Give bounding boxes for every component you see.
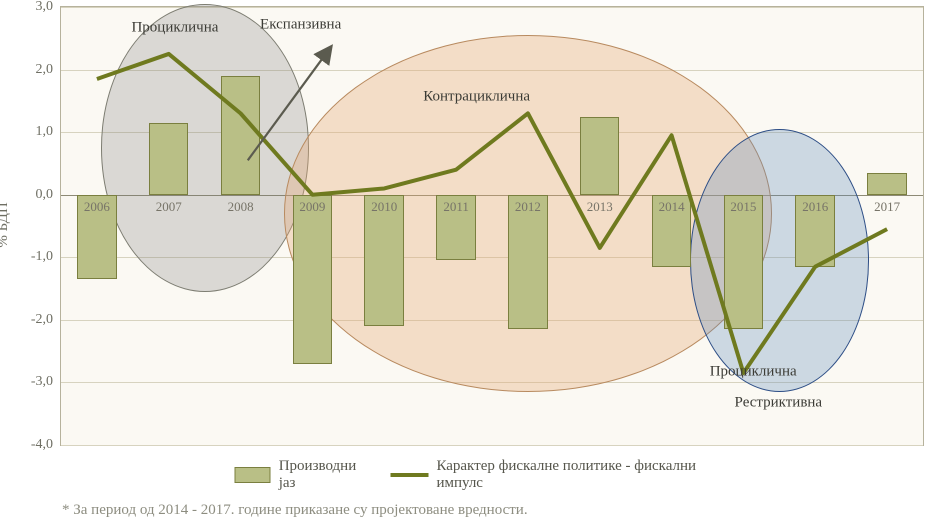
xlabel-2015: 2015 (730, 199, 756, 215)
xlabel-2011: 2011 (443, 199, 469, 215)
gridline (61, 445, 923, 446)
bar-2007 (149, 123, 189, 195)
ellipse-procyc_exp (101, 4, 309, 292)
xlabel-2014: 2014 (659, 199, 685, 215)
xlabel-2007: 2007 (156, 199, 182, 215)
legend: Производни јаз Карактер фискалне политик… (235, 458, 704, 492)
legend-swatch-line (391, 473, 429, 477)
legend-item-line: Карактер фискалне политике - фискални им… (391, 458, 704, 492)
bar-2009 (293, 195, 333, 364)
legend-swatch-bars (235, 467, 271, 483)
bar-2013 (580, 117, 620, 195)
legend-label-line: Карактер фискалне политике - фискални им… (436, 458, 703, 492)
ytick-label: -3,0 (31, 374, 61, 390)
ytick-label: -4,0 (31, 437, 61, 453)
annotation-countercyc: Контрациклична (423, 88, 530, 105)
annotation-restrictive: Рестриктивна (735, 395, 823, 412)
footnote: * За период од 2014 - 2017. године прика… (62, 502, 528, 519)
chart-container: -4,0 -3,0 -2,0 -1,0 0,0 1,0 2,0 3,0 2006 2007 2008… (0, 0, 938, 531)
annotation-procyc_bot: Проциклична (710, 364, 797, 381)
legend-item-bars: Производни јаз (235, 458, 363, 492)
legend-label-bars: Производни јаз (279, 458, 363, 492)
bar-2012 (508, 195, 548, 330)
xlabel-2009: 2009 (299, 199, 325, 215)
bar-2017 (867, 173, 907, 195)
bar-2008 (221, 76, 261, 195)
xlabel-2008: 2008 (228, 199, 254, 215)
xlabel-2017: 2017 (874, 199, 900, 215)
ytick-label: 3,0 (36, 0, 62, 15)
ytick-label: 2,0 (36, 62, 62, 78)
xlabel-2016: 2016 (802, 199, 828, 215)
bar-2015 (724, 195, 764, 330)
ytick-label: 0,0 (36, 187, 62, 203)
ytick-label: -1,0 (31, 249, 61, 265)
xlabel-2010: 2010 (371, 199, 397, 215)
annotation-expansive: Експанзивна (260, 16, 341, 33)
ytick-label: -2,0 (31, 312, 61, 328)
annotation-procyc_top: Проциклична (131, 19, 218, 36)
xlabel-2012: 2012 (515, 199, 541, 215)
xlabel-2013: 2013 (587, 199, 613, 215)
y-axis-label: % БДП (0, 202, 12, 247)
ytick-label: 1,0 (36, 124, 62, 140)
ellipse-procyc_rest (690, 129, 870, 392)
xlabel-2006: 2006 (84, 199, 110, 215)
